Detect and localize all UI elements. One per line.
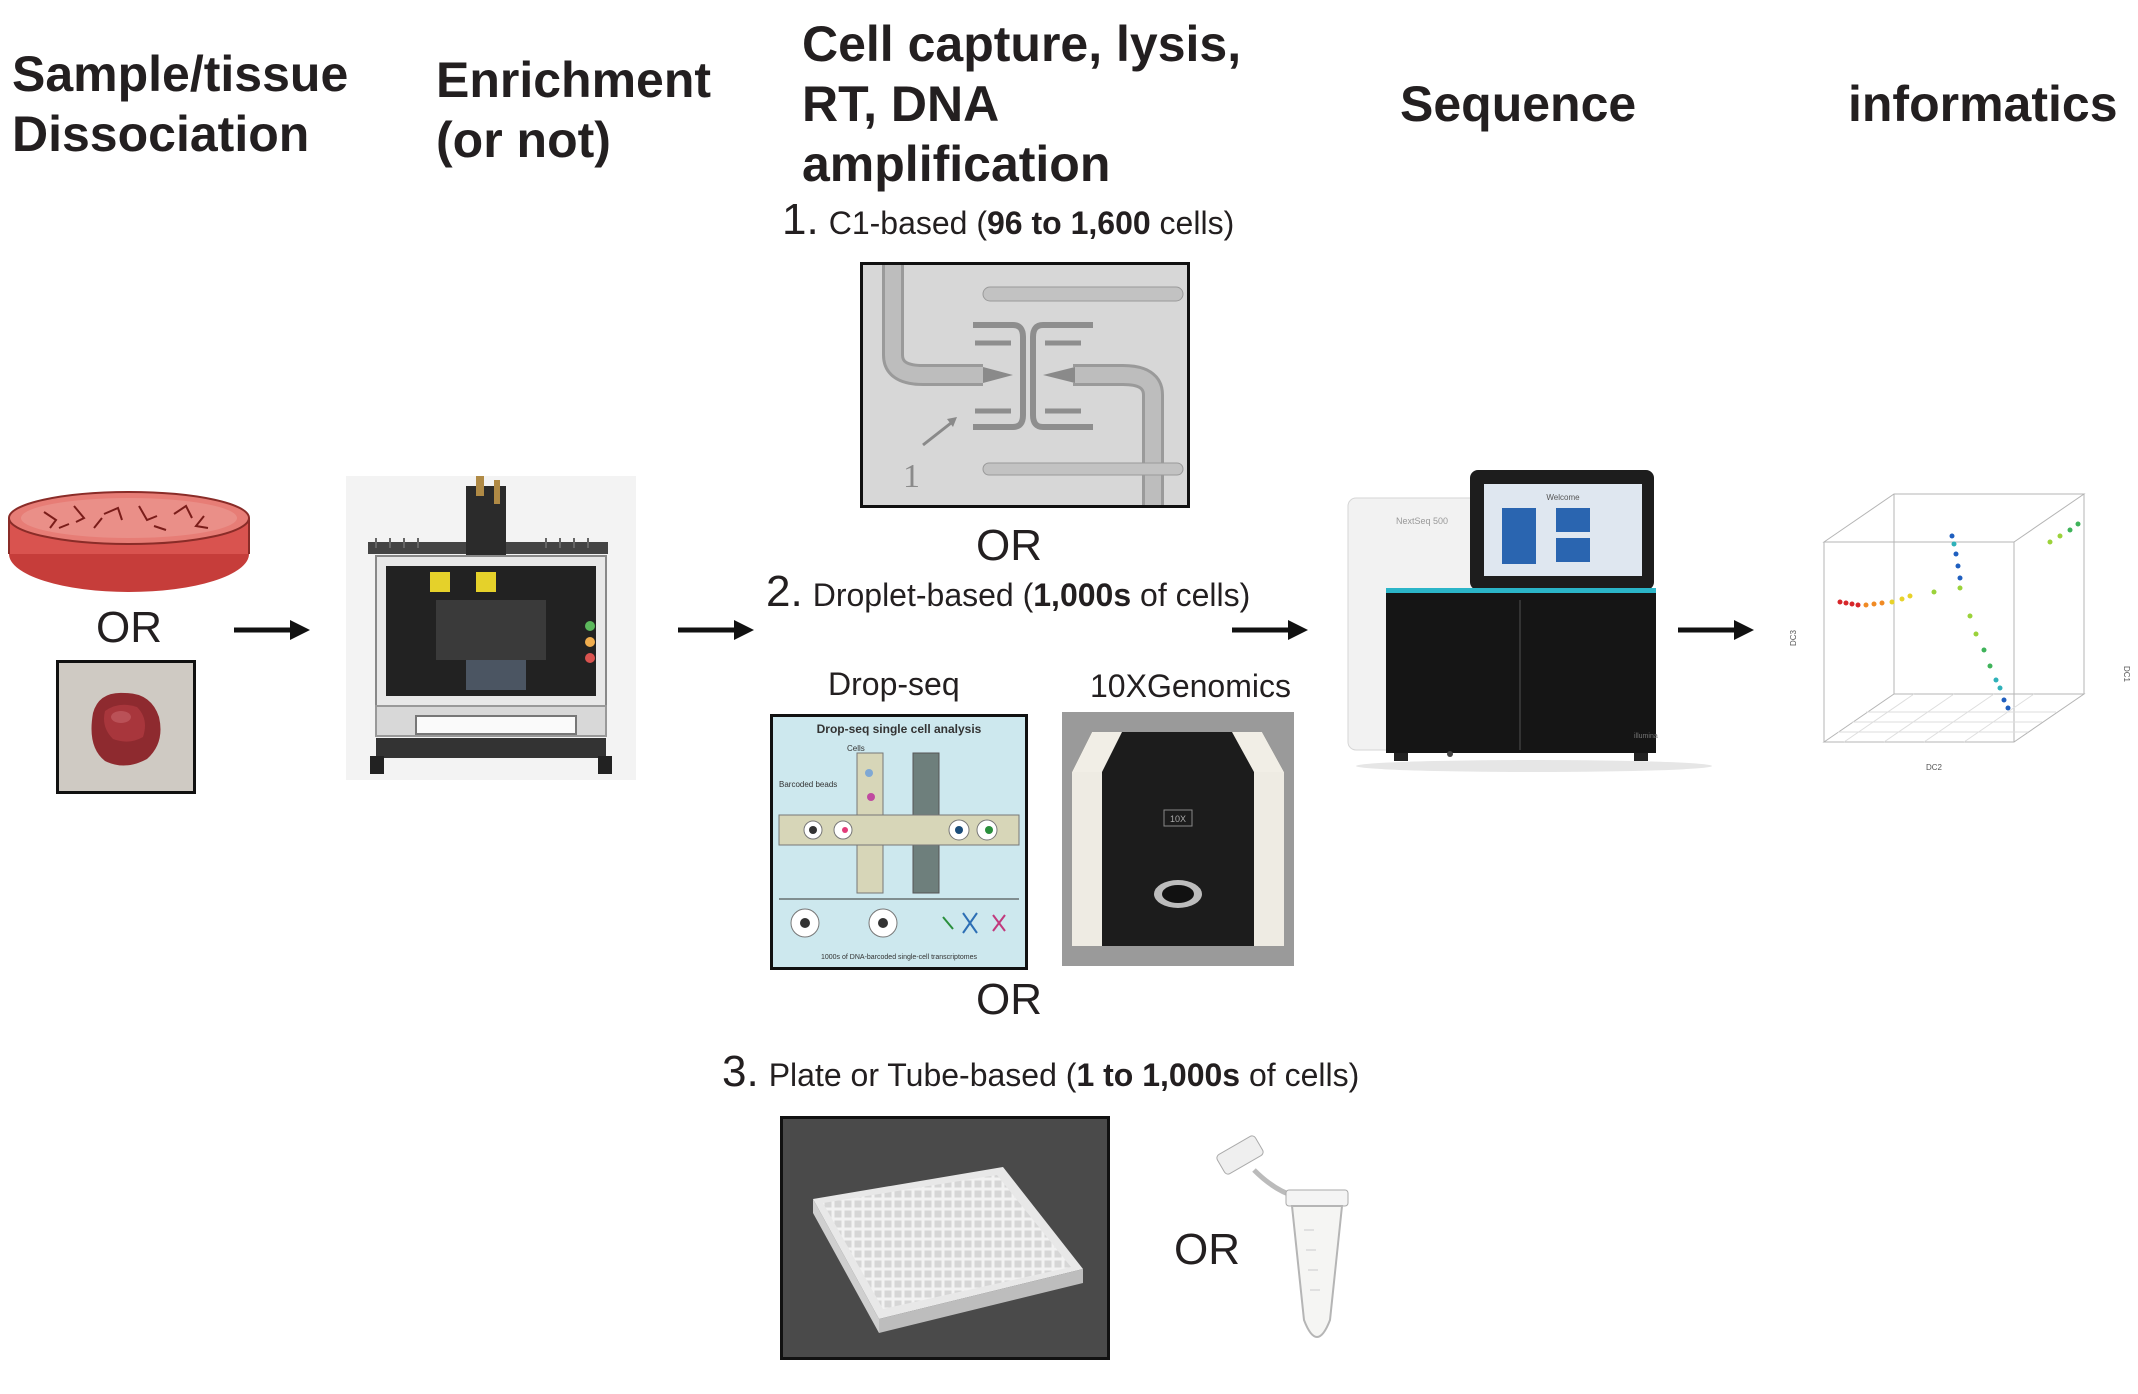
method-2-label: 2. Droplet-based (1,000s of cells)	[766, 570, 1251, 615]
diffusion-map-plot: DC2 DC3 DC1	[1784, 474, 2134, 784]
method-1-number: 1.	[782, 195, 819, 244]
arrow-2-icon	[676, 610, 756, 650]
method-1-pre: C1-based (	[828, 205, 987, 241]
dropseq-figure: Drop-seq single cell analysis Cells Barc…	[770, 714, 1028, 970]
tenx-instrument-image: 10X	[1062, 712, 1294, 966]
header-capture-line2: RT, DNA	[802, 76, 1000, 132]
tissue-sample-image	[56, 660, 196, 794]
or-label-plate-tube: OR	[1174, 1225, 1240, 1274]
plot-z-axis-label: DC1	[2122, 666, 2131, 683]
tenx-logo-text: 10X	[1170, 814, 1186, 824]
header-capture-line3: amplification	[802, 136, 1111, 192]
arrow-4-icon	[1676, 610, 1756, 650]
method-2-pre: Droplet-based (	[812, 577, 1034, 613]
method-1-post: cells)	[1150, 205, 1235, 241]
pcr-tube-image	[1204, 1130, 1364, 1360]
method-3-number: 3.	[722, 1047, 759, 1096]
well-plate-image	[780, 1116, 1110, 1360]
header-sample-dissociation: Sample/tissue Dissociation	[12, 44, 348, 164]
dropseq-figure-title: Drop-seq single cell analysis	[817, 722, 982, 736]
sequencer-brand-text: illumina	[1634, 733, 1658, 740]
plot-x-axis-label: DC2	[1926, 763, 1943, 772]
header-informatics: informatics	[1848, 76, 2118, 132]
header-sample-line2: Dissociation	[12, 106, 310, 162]
c1-chip-marker: 1	[903, 458, 920, 495]
sequencer-image: NextSeq 500 Welcome illumina	[1334, 470, 1714, 776]
header-cell-capture: Cell capture, lysis, RT, DNA amplificati…	[802, 14, 1241, 194]
dropseq-cells-label: Cells	[847, 744, 865, 753]
method-1-label: 1. C1-based (96 to 1,600 cells)	[782, 198, 1235, 243]
method-3-pre: Plate or Tube-based (	[768, 1057, 1077, 1093]
plot-y-axis-label: DC3	[1789, 629, 1798, 646]
sequencer-screen-title: Welcome	[1546, 493, 1580, 502]
dropseq-beads-label: Barcoded beads	[779, 780, 837, 789]
method-2-bold: 1,000s	[1033, 577, 1132, 613]
header-sequence: Sequence	[1400, 76, 1637, 132]
method-3-bold: 1 to 1,000s	[1076, 1057, 1241, 1093]
enrichment-instrument-image	[346, 476, 636, 780]
header-enrichment-line2: (or not)	[436, 112, 611, 168]
method-3-post: of cells)	[1240, 1057, 1360, 1093]
arrow-3-icon	[1230, 610, 1310, 650]
dropseq-footer-text: 1000s of DNA-barcoded single-cell transc…	[821, 954, 978, 961]
or-label-dish-tissue: OR	[96, 603, 162, 652]
method-2-post: of cells)	[1131, 577, 1251, 613]
tenx-label: 10XGenomics	[1090, 668, 1291, 704]
method-2-number: 2.	[766, 567, 803, 616]
dropseq-label: Drop-seq	[828, 666, 960, 702]
header-sample-line1: Sample/tissue	[12, 46, 349, 102]
c1-chip-image: 1	[860, 262, 1190, 508]
header-enrichment-line1: Enrichment	[436, 52, 712, 108]
or-label-c1-droplet: OR	[976, 521, 1042, 570]
or-label-droplet-plate: OR	[976, 975, 1042, 1024]
arrow-1-icon	[232, 610, 312, 650]
sequencer-model-label: NextSeq 500	[1396, 516, 1448, 526]
method-3-label: 3. Plate or Tube-based (1 to 1,000s of ce…	[722, 1050, 1360, 1095]
method-1-bold: 96 to 1,600	[987, 205, 1151, 241]
header-capture-line1: Cell capture, lysis,	[802, 16, 1242, 72]
header-enrichment: Enrichment (or not)	[436, 50, 711, 170]
culture-dish-image	[4, 488, 254, 598]
